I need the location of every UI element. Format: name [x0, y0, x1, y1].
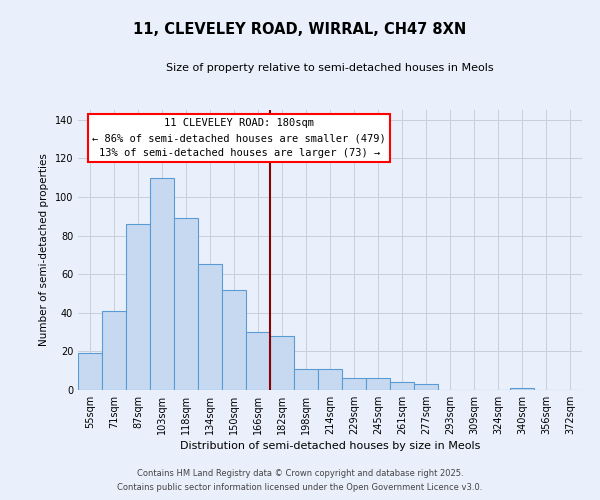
Text: Contains HM Land Registry data © Crown copyright and database right 2025.: Contains HM Land Registry data © Crown c…: [137, 468, 463, 477]
Bar: [78, 354, 102, 390]
Bar: [270, 336, 294, 390]
Bar: [198, 264, 222, 390]
Bar: [174, 218, 198, 390]
Bar: [294, 369, 318, 390]
Bar: [414, 384, 438, 390]
Bar: [366, 378, 390, 390]
Bar: [222, 290, 246, 390]
Bar: [318, 369, 342, 390]
X-axis label: Distribution of semi-detached houses by size in Meols: Distribution of semi-detached houses by …: [180, 442, 480, 452]
Bar: [102, 311, 126, 390]
Bar: [126, 224, 150, 390]
Title: Size of property relative to semi-detached houses in Meols: Size of property relative to semi-detach…: [166, 63, 494, 73]
Text: 11, CLEVELEY ROAD, WIRRAL, CH47 8XN: 11, CLEVELEY ROAD, WIRRAL, CH47 8XN: [133, 22, 467, 38]
Bar: [342, 378, 366, 390]
Text: Contains public sector information licensed under the Open Government Licence v3: Contains public sector information licen…: [118, 484, 482, 492]
Y-axis label: Number of semi-detached properties: Number of semi-detached properties: [39, 154, 49, 346]
Bar: [246, 332, 270, 390]
Bar: [390, 382, 414, 390]
Text: 11 CLEVELEY ROAD: 180sqm
← 86% of semi-detached houses are smaller (479)
13% of : 11 CLEVELEY ROAD: 180sqm ← 86% of semi-d…: [92, 118, 386, 158]
Bar: [510, 388, 534, 390]
Bar: [150, 178, 174, 390]
